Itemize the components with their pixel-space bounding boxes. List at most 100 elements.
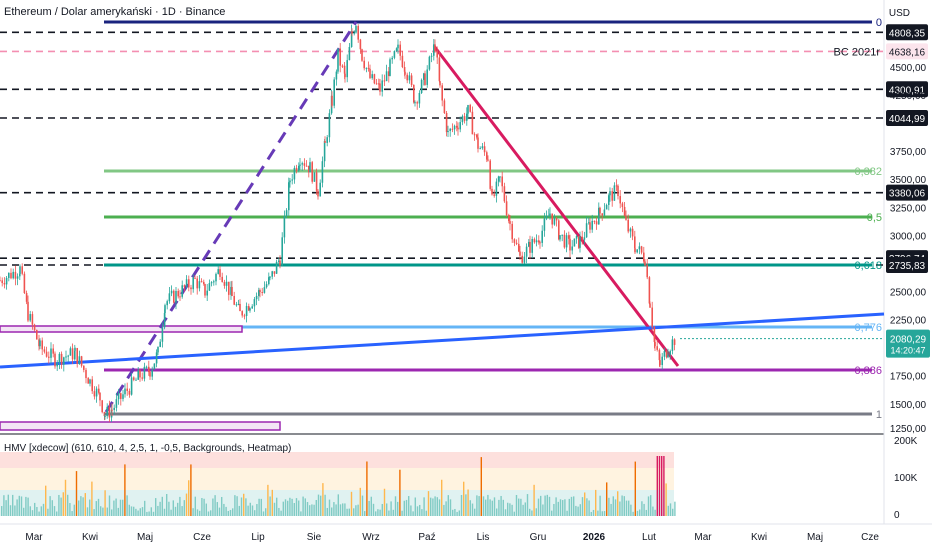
candle-body: [603, 209, 606, 216]
volume-bar: [399, 469, 401, 516]
candle-body: [326, 137, 328, 143]
volume-bar: [469, 500, 471, 516]
volume-bar: [223, 503, 225, 516]
volume-bar: [515, 494, 518, 516]
candle-body: [477, 137, 479, 149]
candle-body: [418, 92, 421, 104]
candle-body: [424, 73, 426, 85]
candle-body: [155, 352, 158, 364]
candle-body: [541, 230, 543, 243]
volume-bar: [489, 499, 491, 516]
time-tick: Maj: [807, 532, 823, 543]
price-tick: 4250,00: [890, 91, 927, 102]
price-tick: 4500,00: [890, 63, 927, 74]
candle-body: [653, 327, 656, 343]
candle-body: [33, 324, 36, 331]
candle-body: [43, 349, 46, 352]
candle-body: [27, 301, 29, 321]
candle-body: [439, 81, 441, 86]
volume-bar: [280, 510, 282, 516]
price-tick: 2500,00: [890, 287, 927, 298]
volume-bar: [207, 511, 210, 516]
volume-bar: [551, 510, 553, 516]
candle-body: [471, 111, 474, 135]
candle-body: [451, 128, 454, 130]
candle-body: [328, 113, 331, 138]
volume-bar: [599, 495, 601, 516]
volume-bar: [40, 506, 42, 516]
candle-body: [303, 163, 306, 166]
candle-body: [153, 363, 156, 370]
volume-bar: [159, 501, 161, 516]
volume-bar: [14, 505, 16, 516]
candle-body: [636, 249, 638, 253]
volume-bar: [300, 511, 302, 516]
candle-body: [198, 281, 201, 289]
candle-body: [579, 236, 581, 248]
candle-body: [194, 277, 196, 279]
candle-body: [91, 379, 93, 392]
candle-body: [12, 271, 14, 279]
volume-bar: [529, 508, 531, 516]
candle-body: [83, 365, 85, 370]
volume-bar: [315, 499, 317, 516]
candle-body: [233, 295, 235, 305]
candle-body: [139, 370, 141, 378]
volume-bar: [106, 507, 108, 516]
candle-body: [261, 292, 263, 294]
candle-body: [406, 74, 408, 81]
volume-bar: [595, 489, 597, 516]
candle-body: [181, 285, 183, 297]
volume-bar: [298, 500, 300, 516]
candle-body: [98, 388, 100, 393]
volume-bar: [194, 496, 196, 516]
price-tick: 3250,00: [890, 203, 927, 214]
volume-bar: [496, 508, 498, 516]
volume-bar: [258, 498, 260, 516]
candle-body: [414, 102, 416, 104]
candle-body: [78, 356, 81, 364]
candle-body: [423, 73, 425, 80]
volume-bar: [251, 505, 254, 516]
volume-bar: [491, 500, 493, 516]
volume-bar: [383, 488, 386, 516]
candle-body: [161, 327, 164, 342]
candle-body: [50, 348, 52, 358]
volume-bar: [293, 503, 295, 516]
candle-body: [258, 290, 260, 296]
volume-bar: [460, 494, 463, 516]
candle-body: [80, 356, 83, 366]
candle-body: [279, 260, 281, 266]
downtrend-line: [432, 45, 680, 367]
candle-body: [85, 369, 87, 379]
candle-body: [339, 48, 341, 66]
fib-level-label: 1: [876, 409, 882, 421]
volume-bar: [577, 506, 579, 516]
candle-body: [19, 274, 21, 277]
volume-bar: [302, 496, 304, 516]
volume-bar: [163, 508, 166, 516]
candle-body: [369, 68, 371, 79]
volume-bar: [38, 511, 40, 516]
candle-body: [54, 353, 56, 367]
volume-bar: [249, 502, 251, 516]
candle-body: [443, 100, 446, 113]
candle-body: [391, 57, 393, 60]
volume-bar: [245, 498, 247, 516]
volume-bar: [333, 502, 335, 516]
candle-body: [245, 306, 248, 316]
volume-bar: [566, 510, 568, 516]
candle-body: [159, 341, 161, 347]
candle-body: [305, 165, 308, 167]
volume-bar: [284, 499, 287, 516]
volume-bar: [210, 510, 212, 516]
volume-bar: [225, 506, 227, 516]
candles: [0, 24, 676, 423]
volume-bar: [526, 494, 529, 516]
candle-body: [654, 342, 656, 347]
volume-bar: [603, 511, 606, 516]
candle-body: [124, 388, 126, 395]
level-badge: [886, 81, 928, 98]
volume-bar: [157, 505, 159, 516]
